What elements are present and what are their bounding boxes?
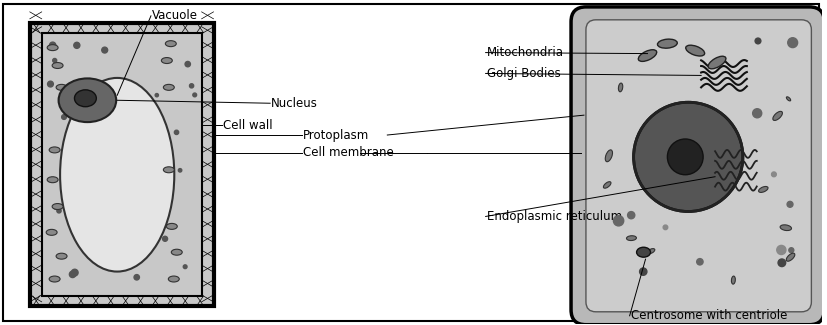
Circle shape bbox=[74, 42, 79, 48]
Ellipse shape bbox=[161, 58, 172, 63]
Ellipse shape bbox=[60, 78, 174, 272]
Ellipse shape bbox=[772, 111, 782, 121]
Circle shape bbox=[189, 84, 194, 88]
Circle shape bbox=[183, 265, 187, 268]
Ellipse shape bbox=[163, 84, 174, 90]
Circle shape bbox=[754, 38, 760, 44]
Ellipse shape bbox=[163, 167, 174, 173]
Ellipse shape bbox=[56, 84, 67, 90]
Circle shape bbox=[53, 58, 56, 62]
Text: Endoplasmic reticulum: Endoplasmic reticulum bbox=[486, 210, 621, 223]
Circle shape bbox=[786, 202, 792, 207]
Bar bbox=[41, 33, 201, 296]
Ellipse shape bbox=[646, 249, 654, 254]
Circle shape bbox=[771, 172, 776, 177]
Circle shape bbox=[174, 130, 179, 135]
Ellipse shape bbox=[657, 39, 676, 48]
Circle shape bbox=[662, 225, 667, 230]
Circle shape bbox=[134, 275, 139, 280]
Circle shape bbox=[193, 93, 196, 97]
FancyBboxPatch shape bbox=[586, 20, 810, 312]
Circle shape bbox=[633, 102, 742, 212]
Ellipse shape bbox=[59, 78, 116, 122]
Circle shape bbox=[777, 259, 785, 266]
Text: Protoplasm: Protoplasm bbox=[303, 128, 369, 141]
Ellipse shape bbox=[56, 253, 67, 259]
Ellipse shape bbox=[168, 276, 179, 282]
Circle shape bbox=[776, 245, 785, 254]
Ellipse shape bbox=[52, 62, 63, 69]
Circle shape bbox=[155, 94, 158, 97]
Ellipse shape bbox=[707, 56, 725, 69]
Circle shape bbox=[69, 86, 72, 89]
Circle shape bbox=[61, 115, 66, 119]
Ellipse shape bbox=[49, 276, 60, 282]
Text: Cell wall: Cell wall bbox=[223, 119, 273, 132]
Text: Nucleus: Nucleus bbox=[270, 97, 318, 110]
Bar bbox=[30, 23, 213, 306]
Ellipse shape bbox=[730, 276, 734, 284]
Ellipse shape bbox=[605, 150, 612, 162]
Ellipse shape bbox=[165, 41, 176, 46]
Ellipse shape bbox=[46, 229, 57, 235]
Ellipse shape bbox=[49, 147, 60, 153]
Circle shape bbox=[613, 215, 623, 226]
Ellipse shape bbox=[685, 45, 704, 56]
Text: Cell membrane: Cell membrane bbox=[303, 146, 393, 159]
Ellipse shape bbox=[74, 90, 96, 107]
Circle shape bbox=[69, 271, 76, 278]
Circle shape bbox=[185, 61, 190, 67]
Ellipse shape bbox=[638, 50, 656, 61]
Ellipse shape bbox=[636, 247, 650, 257]
Circle shape bbox=[752, 109, 761, 118]
Ellipse shape bbox=[758, 187, 767, 192]
Circle shape bbox=[71, 269, 78, 276]
Ellipse shape bbox=[166, 223, 177, 229]
Ellipse shape bbox=[786, 253, 794, 261]
Ellipse shape bbox=[47, 177, 58, 183]
Text: Golgi Bodies: Golgi Bodies bbox=[486, 67, 560, 80]
Circle shape bbox=[102, 47, 108, 53]
Ellipse shape bbox=[47, 45, 58, 51]
Ellipse shape bbox=[786, 97, 790, 101]
Text: Mitochondria: Mitochondria bbox=[486, 46, 563, 59]
Ellipse shape bbox=[171, 249, 182, 255]
Circle shape bbox=[696, 259, 702, 265]
Ellipse shape bbox=[52, 203, 63, 210]
Circle shape bbox=[47, 81, 53, 87]
Ellipse shape bbox=[779, 225, 791, 230]
Circle shape bbox=[638, 268, 646, 275]
Circle shape bbox=[788, 248, 793, 253]
Ellipse shape bbox=[618, 83, 622, 92]
Circle shape bbox=[50, 42, 55, 48]
Circle shape bbox=[162, 236, 167, 241]
Circle shape bbox=[57, 209, 61, 213]
Text: Vacuole: Vacuole bbox=[152, 9, 198, 22]
Circle shape bbox=[54, 205, 59, 210]
Ellipse shape bbox=[626, 236, 636, 240]
Circle shape bbox=[178, 169, 182, 172]
Text: Centrosome with centriole: Centrosome with centriole bbox=[630, 309, 786, 322]
Ellipse shape bbox=[603, 182, 610, 188]
Circle shape bbox=[667, 139, 702, 175]
Circle shape bbox=[786, 38, 796, 47]
Bar bbox=[30, 23, 213, 306]
Circle shape bbox=[627, 212, 634, 219]
FancyBboxPatch shape bbox=[571, 7, 824, 325]
Circle shape bbox=[87, 79, 92, 83]
